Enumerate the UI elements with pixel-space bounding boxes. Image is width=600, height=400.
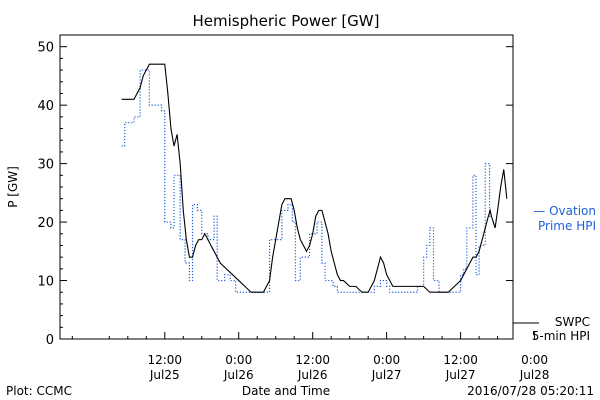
footer-timestamp: 2016/07/28 05:20:11 bbox=[467, 384, 594, 398]
legend-ovation-line2: Prime HPI bbox=[538, 219, 596, 233]
x-tick-date-label: Jul27 bbox=[371, 368, 402, 382]
y-tick-label: 20 bbox=[37, 216, 54, 231]
y-tick-label: 40 bbox=[37, 99, 54, 114]
x-tick-time-label: 0:00 bbox=[521, 353, 548, 367]
x-tick-date-label: Jul26 bbox=[297, 368, 328, 382]
x-tick-time-label: 12:00 bbox=[295, 353, 330, 367]
y-axis-label: P [GW] bbox=[6, 166, 20, 208]
x-tick-date-label: Jul28 bbox=[519, 368, 550, 382]
x-tick-date-label: Jul25 bbox=[149, 368, 180, 382]
chart-title: Hemispheric Power [GW] bbox=[193, 12, 380, 30]
x-tick-time-label: 0:00 bbox=[373, 353, 400, 367]
x-tick-time-label: 12:00 bbox=[147, 353, 182, 367]
x-tick-time-label: 12:00 bbox=[443, 353, 478, 367]
x-axis-label: Date and Time bbox=[242, 384, 330, 398]
series-line-ovation-prime bbox=[121, 69, 492, 293]
footer-plot-credit: Plot: CCMC bbox=[6, 384, 72, 398]
x-tick-date-label: Jul27 bbox=[445, 368, 476, 382]
x-tick-time-label: 0:00 bbox=[225, 353, 252, 367]
y-tick-label: 50 bbox=[37, 41, 54, 56]
y-tick-label: 0 bbox=[46, 333, 54, 348]
series-line-swpc bbox=[121, 63, 508, 293]
y-tick-label: 30 bbox=[37, 158, 54, 173]
y-tick-label: 10 bbox=[37, 275, 54, 290]
legend-swpc-line1: SWPC bbox=[555, 315, 590, 329]
plot-area-frame bbox=[59, 34, 514, 340]
legend-swpc-line2: 5-min HPI bbox=[532, 329, 590, 343]
series-layer bbox=[121, 63, 508, 293]
y-axis: 0 10 20 30 40 50 bbox=[37, 41, 513, 348]
legend-ovation-line1: — Ovation bbox=[533, 204, 596, 218]
x-axis: 12:00Jul250:00Jul2612:00Jul260:00Jul2712… bbox=[71, 332, 550, 382]
x-tick-date-label: Jul26 bbox=[223, 368, 254, 382]
